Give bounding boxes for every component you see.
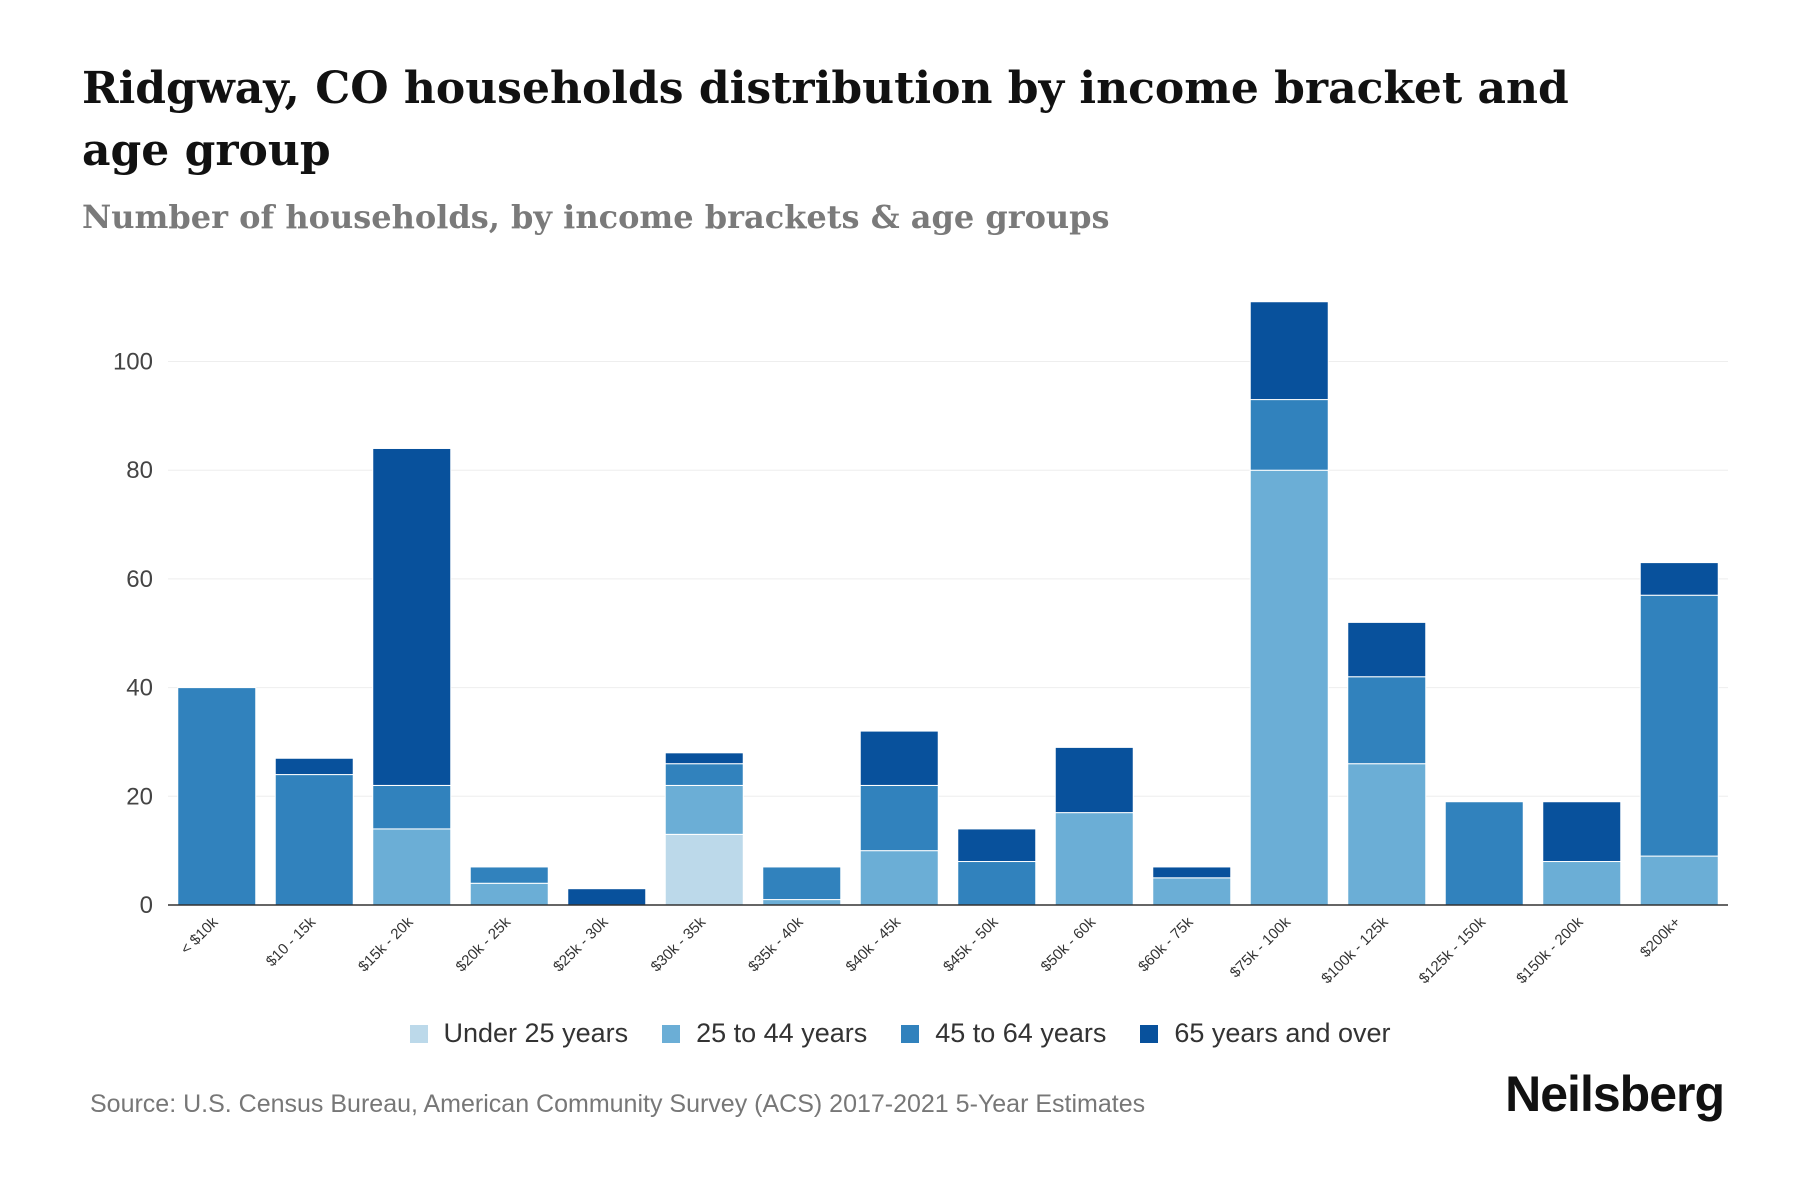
- bar-segment: [1347, 676, 1427, 765]
- legend-item: 65 years and over: [1140, 1018, 1391, 1049]
- bar-segment: [1444, 801, 1524, 906]
- legend-swatch: [662, 1024, 681, 1043]
- bar-segment: [859, 784, 939, 852]
- bar-segment: [1542, 861, 1622, 906]
- legend-swatch: [1140, 1024, 1159, 1043]
- x-tick-label: $60k - 75k: [1135, 913, 1197, 975]
- bar-segment: [957, 861, 1037, 906]
- bar-segment: [1249, 301, 1329, 401]
- legend-label: 25 to 44 years: [696, 1018, 868, 1048]
- x-tick-label: $20k - 25k: [453, 913, 515, 975]
- bar-segment: [274, 757, 354, 776]
- bar-segment: [1639, 855, 1719, 906]
- bar-segment: [372, 784, 452, 830]
- bar-segment: [664, 752, 744, 765]
- x-tick-label: $30k - 35k: [648, 913, 710, 975]
- bar-segment: [567, 888, 647, 906]
- legend-swatch: [409, 1024, 428, 1043]
- bar-segment: [1249, 399, 1329, 471]
- bar-segment: [1542, 801, 1622, 863]
- y-tick-label: 0: [140, 892, 153, 919]
- bar-segment: [372, 447, 452, 786]
- bar-segment: [762, 899, 842, 906]
- bar-segment: [1152, 866, 1232, 879]
- x-tick-label: $125k - 150k: [1416, 913, 1490, 987]
- bar-segment: [1152, 877, 1232, 906]
- x-tick-label: $150k - 200k: [1513, 913, 1587, 987]
- bar-segment: [1347, 763, 1427, 906]
- bar-segment: [1639, 594, 1719, 857]
- bar-segment: [957, 828, 1037, 863]
- bar-segment: [177, 687, 257, 906]
- bar-segment: [1054, 812, 1134, 906]
- y-tick-label: 60: [126, 566, 153, 593]
- legend-label: 65 years and over: [1174, 1018, 1391, 1048]
- legend-item: Under 25 years: [409, 1018, 629, 1049]
- x-tick-label: $35k - 40k: [745, 913, 807, 975]
- bar-segment: [469, 866, 549, 884]
- x-tick-label: $45k - 50k: [940, 913, 1002, 975]
- chart-legend: Under 25 years 25 to 44 years 45 to 64 yea…: [0, 1018, 1800, 1049]
- bar-segment: [1249, 469, 1329, 906]
- x-tick-label: $200k+: [1637, 914, 1684, 961]
- legend-label: 45 to 64 years: [935, 1018, 1107, 1048]
- bar-segment: [372, 828, 452, 906]
- chart-subtitle: Number of households, by income brackets…: [82, 198, 1110, 236]
- bar-segment: [859, 850, 939, 906]
- x-tick-label: $10 - 15k: [263, 913, 320, 970]
- y-tick-label: 100: [113, 349, 153, 376]
- x-tick-label: $75k - 100k: [1227, 913, 1295, 981]
- legend-swatch: [901, 1024, 920, 1043]
- bar-segment: [664, 763, 744, 786]
- bar-segment: [859, 730, 939, 786]
- x-tick-label: $50k - 60k: [1038, 913, 1100, 975]
- bar-segment: [664, 784, 744, 835]
- bar-segment: [1639, 562, 1719, 596]
- bar-segment: [1347, 621, 1427, 678]
- chart-title: Ridgway, CO households distribution by i…: [82, 63, 1569, 176]
- legend-item: 25 to 44 years: [662, 1018, 867, 1049]
- bar-segment: [1054, 746, 1134, 814]
- bar-segment: [274, 774, 354, 906]
- brand-logo: Neilsberg: [1505, 1066, 1725, 1122]
- x-tick-label: $25k - 30k: [550, 913, 612, 975]
- y-tick-label: 20: [126, 783, 153, 810]
- y-tick-label: 40: [126, 675, 153, 702]
- x-tick-label: $40k - 45k: [843, 913, 905, 975]
- x-tick-label: < $10k: [177, 913, 222, 958]
- source-note: Source: U.S. Census Bureau, American Com…: [90, 1090, 1146, 1118]
- bar-segment: [762, 866, 842, 901]
- bar-segment: [664, 833, 744, 906]
- bar-segment: [469, 882, 549, 906]
- legend-label: Under 25 years: [443, 1018, 629, 1048]
- legend-item: 45 to 64 years: [901, 1018, 1106, 1049]
- x-tick-label: $100k - 125k: [1318, 913, 1392, 987]
- y-tick-label: 80: [126, 457, 153, 484]
- x-tick-label: $15k - 20k: [355, 913, 417, 975]
